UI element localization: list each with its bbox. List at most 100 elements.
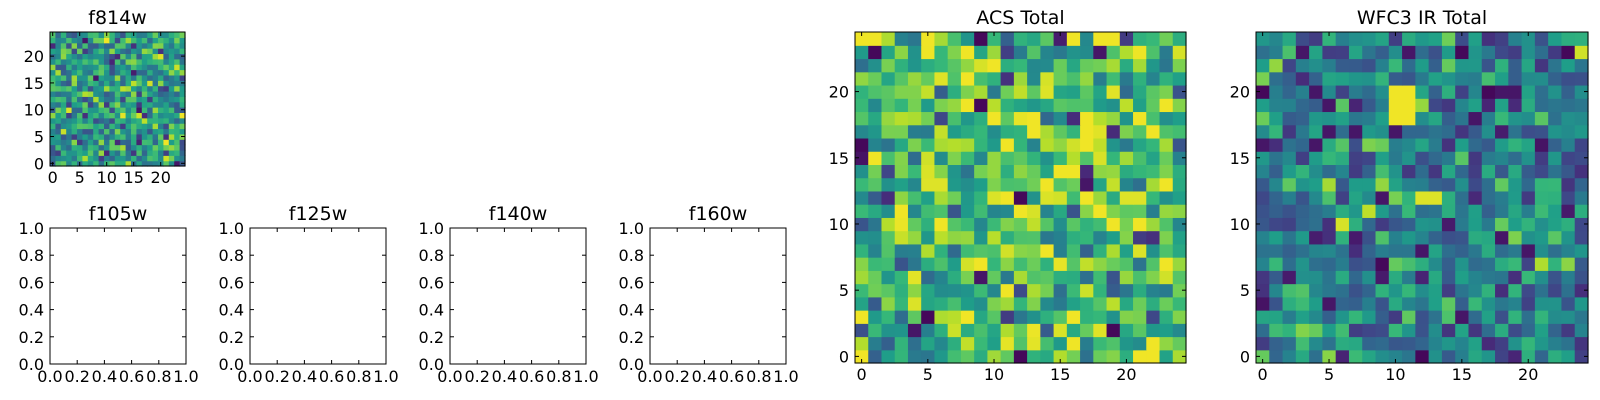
heatmap-cell <box>141 107 148 113</box>
x-tick-label: 0.4 <box>492 367 517 386</box>
heatmap-cell <box>1521 84 1536 99</box>
heatmap-cell <box>1428 257 1443 271</box>
heatmap-cell <box>120 42 127 49</box>
heatmap-cell <box>1521 98 1536 113</box>
heatmap-cell <box>1256 98 1270 113</box>
heatmap-cell <box>1561 45 1576 60</box>
heatmap-cell <box>87 160 94 167</box>
heatmap-cell <box>1080 84 1094 99</box>
heatmap-cell <box>136 80 143 87</box>
heatmap-cell <box>120 48 127 55</box>
heatmap-cell <box>93 117 100 124</box>
heatmap-cell <box>109 74 116 81</box>
heatmap-cell <box>82 96 89 103</box>
y-tick-label: 0.0 <box>419 355 444 374</box>
heatmap-cell <box>1481 190 1496 205</box>
heatmap-cell <box>1362 204 1377 218</box>
heatmap-cell <box>1388 137 1403 152</box>
heatmap-cell <box>855 283 869 298</box>
heatmap-cell <box>960 270 975 285</box>
heatmap-cell <box>1106 58 1121 73</box>
heatmap-cell <box>987 283 1002 298</box>
heatmap-cell <box>1080 32 1094 46</box>
heatmap-cell <box>131 48 137 55</box>
heatmap-cell <box>1468 204 1483 218</box>
heatmap-cell <box>82 58 89 65</box>
heatmap-cell <box>1106 270 1121 285</box>
heatmap-cell <box>1159 151 1174 165</box>
heatmap-cell <box>987 296 1002 311</box>
heatmap-cell <box>1119 243 1134 258</box>
heatmap-cell <box>87 96 94 103</box>
heatmap-cell <box>1574 336 1589 351</box>
x-tick-label: 20 <box>1518 365 1538 384</box>
heatmap-cell <box>98 74 105 81</box>
heatmap-cell <box>881 190 896 205</box>
heatmap-cell <box>1561 349 1576 364</box>
heatmap-cell <box>98 101 105 108</box>
heatmap-cell <box>141 85 148 92</box>
heatmap-cell <box>1027 296 1041 311</box>
heatmap-cell <box>60 80 67 87</box>
heatmap-cell <box>158 42 164 49</box>
heatmap-cell <box>1295 84 1310 99</box>
heatmap-cell <box>109 133 116 140</box>
heatmap-cell <box>1415 323 1430 338</box>
heatmap-cell <box>1441 270 1456 285</box>
heatmap-cell <box>1040 257 1055 271</box>
heatmap-cell <box>934 336 949 351</box>
heatmap-cell <box>93 90 100 97</box>
heatmap-cell <box>1362 151 1377 165</box>
heatmap-cell <box>921 84 936 99</box>
heatmap-cell <box>93 80 100 87</box>
y-tick-label: 15 <box>829 149 849 168</box>
heatmap-cell <box>1080 257 1094 271</box>
heatmap-cell <box>881 45 896 60</box>
heatmap-cell <box>868 204 883 218</box>
heatmap-cell <box>131 58 137 65</box>
heatmap-cell <box>1256 58 1270 73</box>
heatmap-cell <box>1561 58 1576 73</box>
heatmap-cell <box>1080 124 1094 139</box>
heatmap-cell <box>960 296 975 311</box>
heatmap-cell <box>55 144 62 151</box>
heatmap-cell <box>1027 164 1041 179</box>
heatmap-cell <box>158 90 164 97</box>
x-tick-label: 0.6 <box>319 367 344 386</box>
heatmap-cell <box>125 48 132 55</box>
heatmap-cell <box>163 149 170 156</box>
heatmap-cell <box>60 128 67 135</box>
heatmap-cell <box>1521 190 1536 205</box>
heatmap-cell <box>152 74 159 81</box>
heatmap-cell <box>55 85 62 92</box>
y-tick-label: 0 <box>1240 347 1250 366</box>
heatmap-cell <box>1561 230 1576 245</box>
heatmap-cell <box>1013 111 1028 126</box>
heatmap-cell <box>1335 124 1350 139</box>
heatmap-cell <box>152 139 159 146</box>
heatmap-cell <box>1534 323 1549 338</box>
heatmap-cell <box>141 32 148 38</box>
heatmap-cell <box>1322 190 1337 205</box>
heatmap-cell <box>1093 243 1108 258</box>
heatmap-cell <box>1172 243 1187 258</box>
heatmap-cell <box>1428 217 1443 232</box>
heatmap-cell <box>71 139 78 146</box>
heatmap-cell <box>131 144 137 151</box>
heatmap-cell <box>1040 124 1055 139</box>
heatmap-cell <box>921 71 936 86</box>
heatmap-cell <box>109 90 116 97</box>
heatmap-cell <box>1172 190 1187 205</box>
heatmap-cell <box>168 37 175 44</box>
heatmap-cell <box>66 139 73 146</box>
heatmap-cell <box>87 85 94 92</box>
heatmap-cell <box>174 48 181 55</box>
heatmap-cell <box>66 32 73 38</box>
heatmap-cell <box>881 243 896 258</box>
heatmap-cell <box>93 101 100 108</box>
heatmap-cell <box>1256 270 1270 285</box>
heatmap-cell <box>1013 45 1028 60</box>
heatmap-cell <box>50 58 56 65</box>
heatmap-cell <box>109 53 116 60</box>
heatmap-cell <box>1362 323 1377 338</box>
